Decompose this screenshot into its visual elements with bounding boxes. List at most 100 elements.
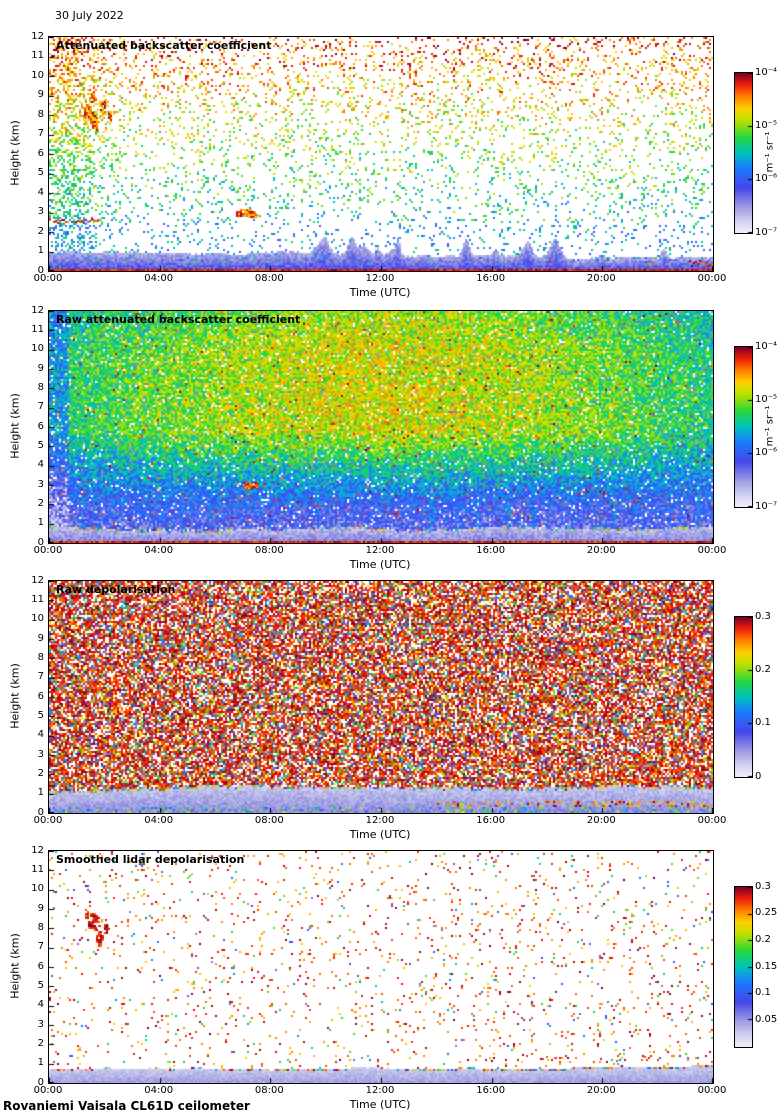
y-tick-label: 5 <box>37 709 44 721</box>
colorbar-tick-label: 0.3 <box>755 880 771 892</box>
y-tick-label: 12 <box>31 844 44 856</box>
y-tick-label: 3 <box>37 478 44 490</box>
x-tick-label: 12:00 <box>365 1085 395 1096</box>
y-tick-label: 10 <box>31 613 44 625</box>
panel-title: Smoothed lidar depolarisation <box>56 853 245 866</box>
y-tick-label: 2 <box>37 225 44 237</box>
x-tick-label: 04:00 <box>144 273 174 284</box>
heatmap-canvas <box>49 311 713 543</box>
y-tick-label: 7 <box>37 671 44 683</box>
x-tick-label: 12:00 <box>365 273 395 284</box>
colorbar <box>734 72 753 234</box>
y-tick-label: 0 <box>37 536 44 548</box>
panel-title: Raw attenuated backscatter coefficient <box>56 313 301 326</box>
colorbar-gradient <box>735 617 752 777</box>
y-tick-label: 12 <box>31 30 44 42</box>
x-tick-label: 20:00 <box>586 273 616 284</box>
heatmap-canvas <box>49 851 713 1083</box>
x-tick-label: 08:00 <box>254 545 284 556</box>
y-tick-label: 3 <box>37 206 44 217</box>
y-tick-label: 9 <box>37 89 44 100</box>
y-tick-label: 5 <box>37 439 44 451</box>
x-tick-label: 12:00 <box>365 815 395 826</box>
colorbar <box>734 616 753 778</box>
colorbar <box>734 346 753 508</box>
x-tick-label: 00:00 <box>33 273 63 284</box>
x-axis-label: Time (UTC) <box>349 828 411 841</box>
y-tick-label: 4 <box>37 459 44 471</box>
y-tick-label: 6 <box>37 147 44 159</box>
colorbar-tick-label: 10⁻⁴ <box>755 66 778 78</box>
x-tick-label: 00:00 <box>697 815 727 826</box>
y-tick-label: 10 <box>31 69 44 81</box>
colorbar-tick-label: 0.1 <box>755 987 771 999</box>
colorbar-tick-label: 0.05 <box>755 1013 778 1025</box>
instrument-label: Rovaniemi Vaisala CL61D ceilometer <box>3 1099 250 1113</box>
y-tick-label: 10 <box>31 883 44 895</box>
x-tick-label: 04:00 <box>144 1085 174 1096</box>
colorbar-unit-label: m⁻¹ sr⁻¹ <box>764 131 776 173</box>
y-tick-label: 9 <box>37 362 44 374</box>
y-tick-label: 5 <box>37 167 44 178</box>
panel-title: Raw depolarisation <box>56 583 176 596</box>
x-tick-label: 00:00 <box>697 545 727 556</box>
y-tick-label: 1 <box>37 517 44 529</box>
colorbar-tick-label: 0.2 <box>755 663 771 675</box>
y-tick-label: 4 <box>37 999 44 1011</box>
colorbar-gradient <box>735 347 752 507</box>
y-tick-label: 3 <box>37 748 44 760</box>
x-tick-label: 08:00 <box>254 1085 284 1096</box>
colorbar-tick-label: 10⁻⁵ <box>755 119 778 131</box>
y-tick-label: 5 <box>37 979 44 991</box>
y-tick-label: 2 <box>37 497 44 509</box>
x-tick-label: 04:00 <box>144 545 174 556</box>
x-tick-label: 20:00 <box>586 545 616 556</box>
colorbar-tick-label: 10⁻⁷ <box>755 500 778 512</box>
x-tick-label: 16:00 <box>476 273 506 284</box>
colorbar-tick-label: 0.15 <box>755 960 778 972</box>
x-tick-label: 16:00 <box>476 815 506 826</box>
y-tick-label: 1 <box>37 787 44 799</box>
x-tick-label: 04:00 <box>144 815 174 826</box>
colorbar-tick-label: 10⁻⁷ <box>755 226 778 238</box>
x-tick-label: 08:00 <box>254 815 284 826</box>
x-tick-label: 00:00 <box>33 815 63 826</box>
colorbar-tick-label: 10⁻⁶ <box>755 447 778 459</box>
y-tick-label: 6 <box>37 420 44 432</box>
x-axis-label: Time (UTC) <box>349 286 411 299</box>
y-tick-label: 11 <box>31 50 44 61</box>
colorbar-tick-label: 0.3 <box>755 610 771 622</box>
y-tick-label: 0 <box>37 264 44 276</box>
y-tick-label: 12 <box>31 304 44 316</box>
y-tick-label: 9 <box>37 902 44 914</box>
colorbar-gradient <box>735 73 752 233</box>
y-tick-label: 8 <box>37 108 44 120</box>
y-tick-label: 6 <box>37 960 44 972</box>
panel-title: Attenuated backscatter coefficient <box>56 39 272 52</box>
y-tick-label: 9 <box>37 632 44 644</box>
heatmap-canvas <box>49 581 713 813</box>
colorbar <box>734 886 753 1048</box>
y-tick-label: 8 <box>37 651 44 663</box>
x-tick-label: 00:00 <box>697 273 727 284</box>
y-tick-label: 6 <box>37 690 44 702</box>
y-tick-label: 1 <box>37 1057 44 1069</box>
y-tick-label: 11 <box>31 323 44 335</box>
y-tick-label: 2 <box>37 1037 44 1049</box>
colorbar-tick-label: 10⁻⁵ <box>755 393 778 405</box>
y-tick-label: 3 <box>37 1018 44 1030</box>
y-tick-label: 11 <box>31 593 44 605</box>
x-tick-label: 00:00 <box>697 1085 727 1096</box>
x-tick-label: 16:00 <box>476 545 506 556</box>
colorbar-unit-label: m⁻¹ sr⁻¹ <box>764 405 776 447</box>
date-label: 30 July 2022 <box>55 9 124 22</box>
y-tick-label: 11 <box>31 863 44 875</box>
heatmap-canvas <box>49 37 713 271</box>
x-tick-label: 08:00 <box>254 273 284 284</box>
colorbar-tick-label: 10⁻⁶ <box>755 173 778 185</box>
x-tick-label: 12:00 <box>365 545 395 556</box>
colorbar-tick-label: 10⁻⁴ <box>755 340 778 352</box>
y-tick-label: 0 <box>37 1076 44 1088</box>
panel-raw-depolarisation: Raw depolarisation <box>48 580 714 814</box>
